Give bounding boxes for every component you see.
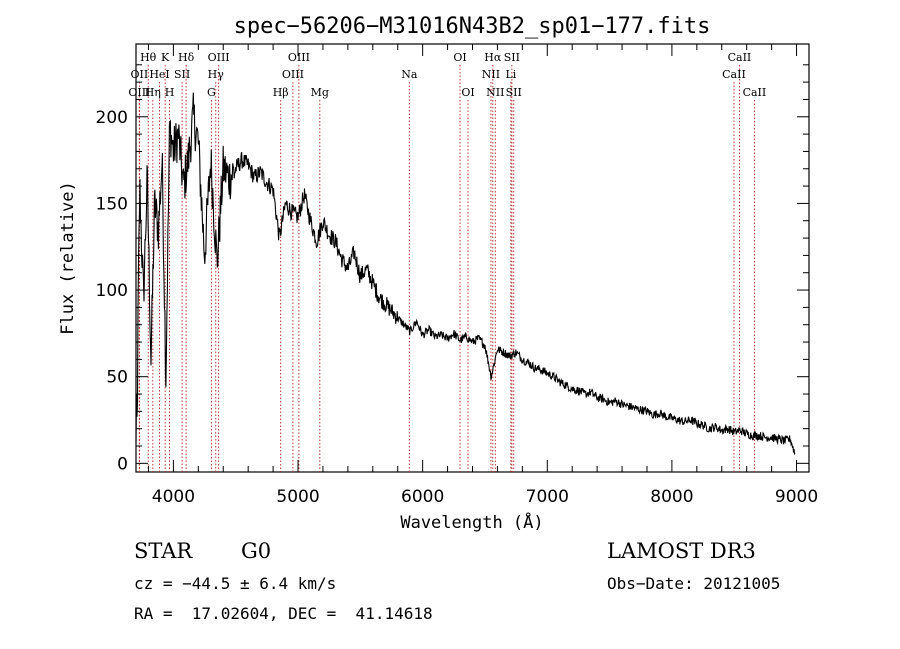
spectral-line-label: NII <box>482 68 500 81</box>
spectral-line-label: SII <box>504 51 520 64</box>
x-tick-label: 7000 <box>526 487 569 507</box>
spectral-line-label: OIII <box>128 86 150 99</box>
observation-date: Obs−Date: 20121005 <box>607 574 781 593</box>
spectral-line-label: Li <box>505 68 516 81</box>
spectral-line-label: Hα <box>484 51 502 64</box>
spectral-line-label: HeI <box>149 68 169 81</box>
spectral-line-label: CaII <box>728 51 752 64</box>
spectral-line-label: OIII <box>282 68 304 81</box>
chart-title: spec−56206−M31016N43B2_sp01−177.fits <box>234 14 711 39</box>
spectral-line-label: OIII <box>288 51 310 64</box>
spectral-line-label: CaII <box>743 86 767 99</box>
spectral-line-label: OII <box>131 68 149 81</box>
spectral-line-label: K <box>161 51 170 64</box>
spectral-line-label: SII <box>506 86 522 99</box>
spectral-line-label: G <box>207 86 216 99</box>
spectral-line-labels: Hθ OII OIII K HeI Hη Hδ SII H OIII Hγ G OIII OIII Hβ Mg… <box>128 51 766 99</box>
object-class: STAR <box>134 539 193 563</box>
y-axis-label: Flux (relative) <box>58 181 78 335</box>
redshift-readout: cz = −44.5 ± 6.4 km/s <box>134 574 337 593</box>
x-tick-label: 6000 <box>401 487 444 507</box>
y-tick-label: 150 <box>96 194 128 214</box>
coordinates: RA = 17.02604, DEC = 41.14618 <box>134 604 433 623</box>
spectral-line-label: CaII <box>722 68 746 81</box>
x-axis-ticks: 4000 5000 6000 7000 8000 9000 <box>147 44 818 507</box>
spectrum-line <box>135 92 796 456</box>
spectral-line-label: Hθ <box>140 51 157 64</box>
spectral-line-label: OI <box>461 86 474 99</box>
spectral-line-label: OIII <box>208 51 230 64</box>
spectral-line-label: H <box>165 86 175 99</box>
spectral-line-label: Hγ <box>208 68 225 81</box>
spectral-lines <box>138 65 755 472</box>
spectral-line-label: NII <box>486 86 504 99</box>
spectral-line-label: Na <box>401 68 418 81</box>
object-subclass: G0 <box>241 539 272 563</box>
y-tick-label: 0 <box>117 454 128 474</box>
survey-name: LAMOST DR3 <box>607 539 756 563</box>
spectral-line-label: Mg <box>311 86 329 99</box>
x-tick-label: 9000 <box>775 487 818 507</box>
y-tick-label: 200 <box>96 108 128 128</box>
x-axis-label: Wavelength (Å) <box>400 511 543 533</box>
x-tick-label: 5000 <box>276 487 319 507</box>
y-axis-ticks: 0 50 100 150 200 <box>96 64 809 474</box>
y-tick-label: 50 <box>106 368 128 388</box>
spectral-line-label: SII <box>174 68 190 81</box>
x-tick-label: 4000 <box>152 487 195 507</box>
y-tick-label: 100 <box>96 281 128 301</box>
spectral-line-label: Hβ <box>273 86 289 99</box>
spectral-line-label: Hη <box>145 86 161 99</box>
spectral-line-label: OI <box>453 51 466 64</box>
x-tick-label: 8000 <box>650 487 693 507</box>
spectral-line-label: Hδ <box>178 51 195 64</box>
plot-frame <box>135 43 810 473</box>
